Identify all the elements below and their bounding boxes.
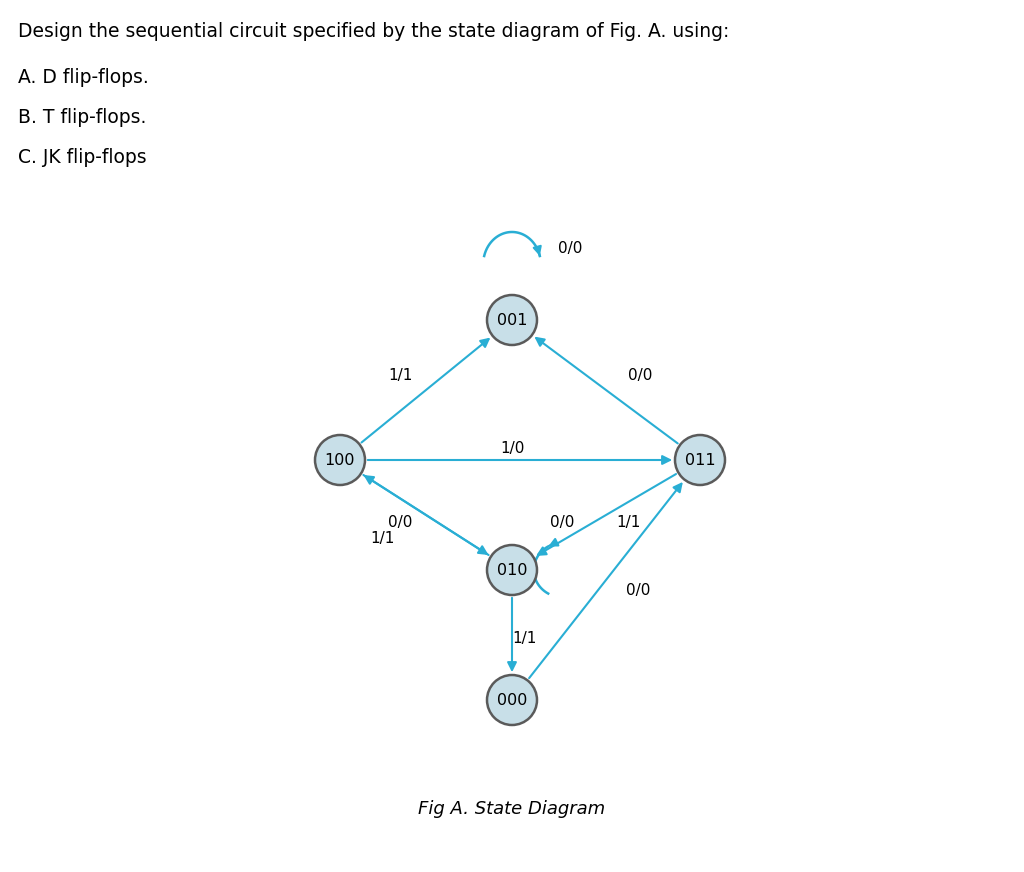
Text: 1/1: 1/1: [388, 367, 413, 383]
Text: 0/0: 0/0: [388, 514, 413, 529]
Text: 0/0: 0/0: [550, 514, 574, 529]
Text: 0/0: 0/0: [626, 582, 650, 597]
Circle shape: [675, 435, 725, 485]
Text: 011: 011: [685, 453, 716, 467]
Text: 1/1: 1/1: [370, 530, 394, 546]
Text: 1/0: 1/0: [500, 440, 524, 455]
Text: 0/0: 0/0: [558, 241, 583, 255]
Text: C. JK flip-flops: C. JK flip-flops: [18, 148, 146, 167]
Text: Design the sequential circuit specified by the state diagram of Fig. A. using:: Design the sequential circuit specified …: [18, 22, 729, 41]
Text: B. T flip-flops.: B. T flip-flops.: [18, 108, 146, 127]
Circle shape: [315, 435, 365, 485]
Text: 1/1: 1/1: [512, 630, 537, 645]
Text: 000: 000: [497, 692, 527, 707]
Circle shape: [487, 545, 537, 595]
Text: Fig A. State Diagram: Fig A. State Diagram: [419, 800, 605, 818]
Circle shape: [487, 295, 537, 345]
Text: 100: 100: [325, 453, 355, 467]
Text: A. D flip-flops.: A. D flip-flops.: [18, 68, 148, 87]
Text: 001: 001: [497, 312, 527, 328]
Text: 0/0: 0/0: [628, 367, 652, 383]
Circle shape: [487, 675, 537, 725]
Text: 1/1: 1/1: [615, 514, 640, 529]
Text: 010: 010: [497, 562, 527, 577]
